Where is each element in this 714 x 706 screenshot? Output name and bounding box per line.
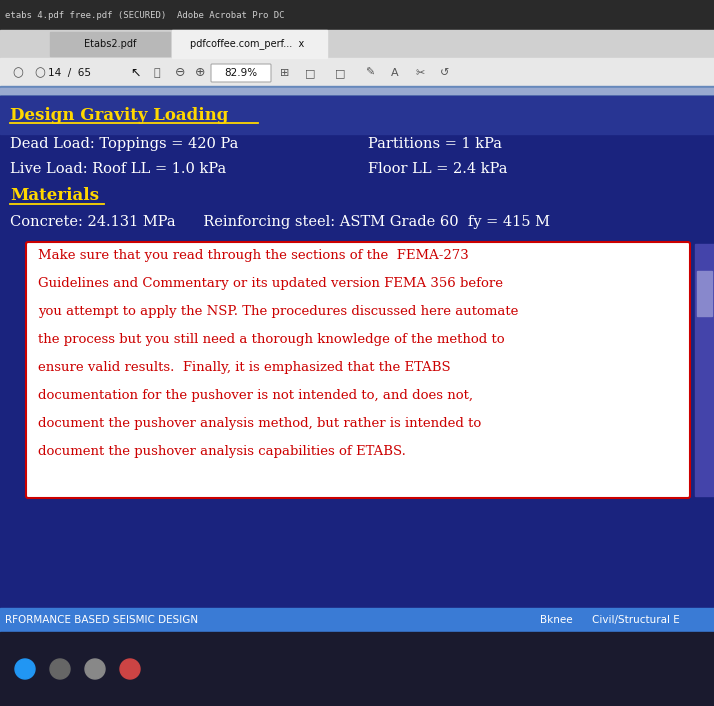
- Text: A: A: [391, 68, 399, 78]
- Text: ↺: ↺: [441, 68, 450, 78]
- Text: Civil/Structural E: Civil/Structural E: [592, 615, 680, 625]
- Bar: [0, 96, 714, 134]
- Text: 14  /  65: 14 / 65: [49, 68, 91, 78]
- Bar: [0, 30, 714, 58]
- Circle shape: [15, 659, 35, 679]
- Text: Concrete: 24.131 MPa      Reinforcing steel: ASTM Grade 60  fy = 415 M: Concrete: 24.131 MPa Reinforcing steel: …: [10, 215, 550, 229]
- Text: Bknee: Bknee: [540, 615, 573, 625]
- Bar: [0, 58, 714, 88]
- Text: Materials: Materials: [10, 188, 99, 205]
- Bar: [0, 608, 714, 632]
- Text: ⊕: ⊕: [195, 66, 205, 80]
- Text: pdfcoffee.com_perf...  x: pdfcoffee.com_perf... x: [190, 39, 304, 49]
- Text: Floor LL = 2.4 kPa: Floor LL = 2.4 kPa: [368, 162, 508, 176]
- Text: ↖: ↖: [130, 66, 140, 80]
- Bar: [0, 88, 714, 94]
- Text: ensure valid results.  Finally, it is emphasized that the ETABS: ensure valid results. Finally, it is emp…: [38, 361, 451, 374]
- Text: Make sure that you read through the sections of the  FEMA-273: Make sure that you read through the sect…: [38, 249, 469, 263]
- Text: document the pushover analysis method, but rather is intended to: document the pushover analysis method, b…: [38, 417, 481, 431]
- Text: the process but you still need a thorough knowledge of the method to: the process but you still need a thoroug…: [38, 333, 505, 347]
- Text: document the pushover analysis capabilities of ETABS.: document the pushover analysis capabilit…: [38, 445, 406, 458]
- Text: Dead Load: Toppings = 420 Pa: Dead Load: Toppings = 420 Pa: [10, 137, 238, 151]
- Text: Partitions = 1 kPa: Partitions = 1 kPa: [368, 137, 502, 151]
- Text: □: □: [335, 68, 346, 78]
- Text: RFORMANCE BASED SEISMIC DESIGN: RFORMANCE BASED SEISMIC DESIGN: [5, 615, 198, 625]
- Text: □: □: [305, 68, 316, 78]
- Text: documentation for the pushover is not intended to, and does not,: documentation for the pushover is not in…: [38, 390, 473, 402]
- Bar: [50, 32, 170, 56]
- Text: Guidelines and Commentary or its updated version FEMA 356 before: Guidelines and Commentary or its updated…: [38, 277, 503, 290]
- Bar: [695, 244, 714, 496]
- Text: ✋: ✋: [154, 68, 161, 78]
- Text: Etabs2.pdf: Etabs2.pdf: [84, 39, 136, 49]
- Text: ⊞: ⊞: [281, 68, 290, 78]
- FancyBboxPatch shape: [26, 242, 690, 498]
- Text: Design Gravity Loading: Design Gravity Loading: [10, 107, 228, 124]
- Bar: [0, 0, 714, 30]
- Text: 82.9%: 82.9%: [224, 68, 258, 78]
- Bar: [697, 271, 712, 316]
- Text: ○: ○: [13, 66, 24, 80]
- Text: ⊖: ⊖: [175, 66, 185, 80]
- Text: ✎: ✎: [366, 68, 375, 78]
- Text: Live Load: Roof LL = 1.0 kPa: Live Load: Roof LL = 1.0 kPa: [10, 162, 226, 176]
- Text: you attempt to apply the NSP. The procedures discussed here automate: you attempt to apply the NSP. The proced…: [38, 306, 518, 318]
- Bar: [0, 86, 714, 98]
- Bar: [0, 96, 714, 632]
- FancyBboxPatch shape: [211, 64, 271, 82]
- Text: ✂: ✂: [416, 68, 425, 78]
- Text: ○: ○: [34, 66, 46, 80]
- Circle shape: [85, 659, 105, 679]
- Bar: [0, 632, 714, 706]
- Bar: [172, 30, 327, 58]
- Text: etabs 4.pdf free.pdf (SECURED)  Adobe Acrobat Pro DC: etabs 4.pdf free.pdf (SECURED) Adobe Acr…: [5, 11, 284, 20]
- Circle shape: [120, 659, 140, 679]
- Circle shape: [50, 659, 70, 679]
